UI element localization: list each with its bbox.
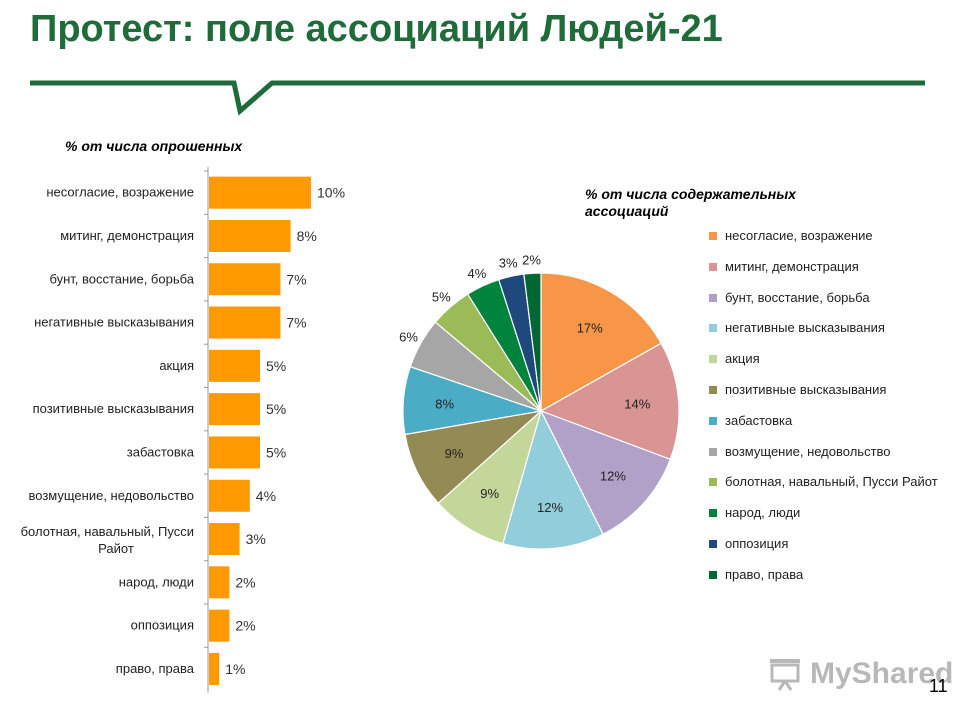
legend-label: болотная, навальный, Пусси Райот xyxy=(725,474,938,490)
legend-swatch xyxy=(709,447,717,456)
pie-slice xyxy=(502,409,604,550)
legend-swatch xyxy=(709,570,717,579)
bar xyxy=(209,523,240,556)
pie-slice xyxy=(539,342,680,461)
watermark-text: MyShared xyxy=(810,657,954,690)
pie-slice-label: 3% xyxy=(499,256,518,271)
bar-category-label: право, права xyxy=(116,661,195,676)
title-underline-line xyxy=(30,80,925,116)
legend-swatch xyxy=(709,478,717,487)
bar-category-label: болотная, навальный, Пусси Райот xyxy=(21,524,194,556)
bar-category-label: возмущение, недовольство xyxy=(28,488,194,503)
legend-label: забастовка xyxy=(725,412,793,428)
pie-slice-label: 9% xyxy=(480,486,499,501)
bar-value-label: 5% xyxy=(266,358,286,374)
page-number: 11 xyxy=(929,676,948,696)
bar-value-label: 3% xyxy=(246,531,266,547)
watermark-logo: MyShared xyxy=(768,655,953,695)
pie-slice-label: 8% xyxy=(435,396,454,411)
bar xyxy=(209,219,291,252)
legend-swatch xyxy=(709,324,717,333)
legend-swatch xyxy=(709,293,717,302)
bar-value-label: 4% xyxy=(256,488,276,504)
bar-category-label: забастовка xyxy=(127,444,195,459)
bar-chart: 10% несогласие, возражение 8% митинг, демон… xyxy=(21,167,345,693)
pie-slice xyxy=(539,409,672,536)
pie-slice-label: 2% xyxy=(522,255,541,267)
legend-label: возмущение, недовольство xyxy=(725,443,891,459)
bar-category-label: митинг, демонстрация xyxy=(60,228,194,243)
bar-value-label: 5% xyxy=(266,444,286,460)
bar xyxy=(209,263,281,296)
bar-category-label: позитивные высказывания xyxy=(33,401,194,416)
pie-slice-label: 4% xyxy=(467,266,486,281)
pie-slice-label: 5% xyxy=(432,289,451,304)
bar-value-label: 5% xyxy=(266,401,286,417)
bar xyxy=(209,176,311,209)
bar xyxy=(209,349,260,382)
bar-value-label: 8% xyxy=(297,228,317,244)
bar-category-label-line: болотная, навальный, Пусси xyxy=(21,524,194,539)
bar-category-label: несогласие, возражение xyxy=(46,185,194,200)
legend-label: несогласие, возражение xyxy=(725,228,873,243)
legend-label: народ, люди xyxy=(725,505,801,521)
bar-category-label: бунт, восстание, борьба xyxy=(49,271,194,286)
page-title: Протест: поле ассоциаций Людей-21 xyxy=(30,8,723,50)
legend-swatch xyxy=(709,262,717,271)
legend-label: митинг, демонстрация xyxy=(725,258,859,274)
legend-swatch xyxy=(709,386,717,394)
legend-swatch xyxy=(709,509,717,518)
bar-value-label: 7% xyxy=(286,271,306,287)
bar-category-label-line: Райот xyxy=(98,541,134,556)
bar xyxy=(209,652,220,685)
bar-value-label: 2% xyxy=(235,574,255,590)
bar-category-label: народ, люди xyxy=(119,574,194,589)
legend-swatch xyxy=(709,355,717,364)
bar xyxy=(209,566,230,599)
bar-chart-title: % от числа опрошенных xyxy=(65,138,243,154)
legend-label: позитивные высказывания xyxy=(725,382,887,397)
legend-label: бунт, восстание, борьба xyxy=(725,289,870,305)
pie-slice-label: 12% xyxy=(600,468,626,483)
bar-category-label: негативные высказывания xyxy=(34,315,194,330)
legend-label: негативные высказывания xyxy=(725,320,885,336)
bar-category-label: акция xyxy=(159,358,194,373)
pie-slice-label: 14% xyxy=(624,396,650,411)
pie-slice xyxy=(523,272,542,412)
bar-value-label: 1% xyxy=(225,661,245,677)
pie-slice-label: 17% xyxy=(577,321,603,336)
pie-slice xyxy=(540,272,663,413)
legend-swatch xyxy=(709,540,717,548)
bar-value-label: 7% xyxy=(286,315,306,331)
bar xyxy=(209,479,250,512)
bar xyxy=(209,609,230,642)
bar xyxy=(209,436,260,469)
title-underline xyxy=(30,80,925,116)
legend-label: оппозиция xyxy=(725,536,789,551)
projector-screen-icon xyxy=(770,659,800,691)
pie-chart-title: % от числа содержательных ассоциаций xyxy=(585,186,796,219)
bar xyxy=(209,306,281,339)
pie-slice-label: 12% xyxy=(537,500,563,515)
pie-slice-label: 9% xyxy=(445,446,464,461)
legend-swatch xyxy=(709,232,717,240)
bar xyxy=(209,393,260,426)
pie-chart: 17% 14% 12% 12% 9% 9% 8% 6% 5% 4% 3% 2% xyxy=(399,255,680,550)
bar-category-label: оппозиция xyxy=(131,618,194,633)
legend-swatch xyxy=(709,416,717,425)
bar-value-label: 2% xyxy=(235,618,255,634)
bar-value-label: 10% xyxy=(317,185,345,201)
pie-slice-label: 6% xyxy=(399,329,418,344)
legend-label: право, права xyxy=(725,566,804,582)
legend-label: акция xyxy=(725,351,760,367)
